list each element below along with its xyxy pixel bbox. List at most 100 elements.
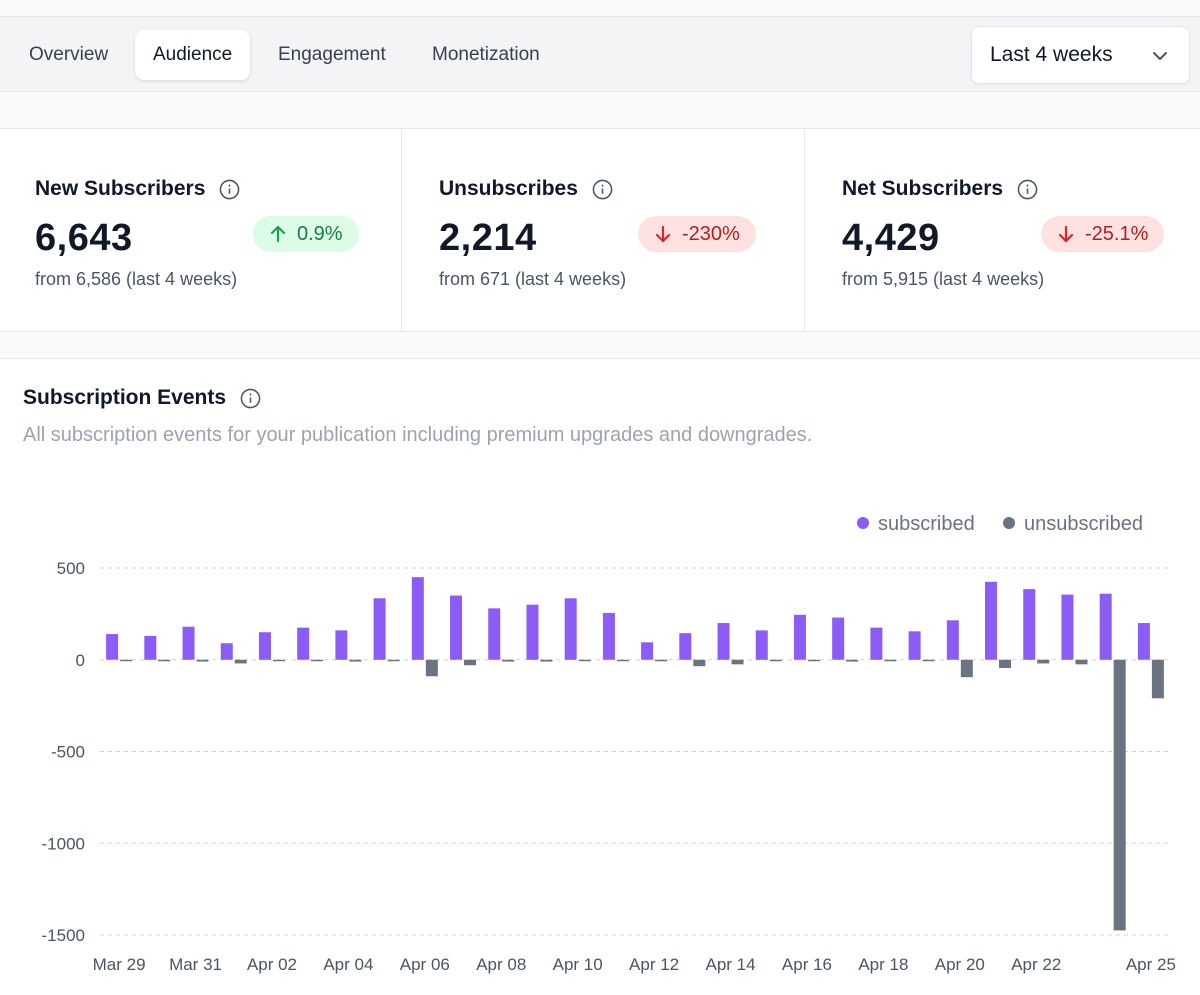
bar-unsubscribed (387, 659, 400, 662)
bar-unsubscribed (425, 659, 438, 677)
stat-title: Unsubscribes (439, 177, 578, 200)
bar-unsubscribed (502, 659, 515, 662)
tab-engagement[interactable]: Engagement (278, 44, 386, 65)
bar-unsubscribed (884, 659, 897, 662)
bar-unsubscribed (616, 659, 629, 662)
bar-subscribed (755, 630, 768, 660)
bar-subscribed (602, 612, 615, 660)
legend-label-subscribed: subscribed (878, 513, 975, 535)
tab-monetization[interactable]: Monetization (432, 44, 540, 65)
stat-title: Net Subscribers (842, 177, 1004, 200)
tab-overview[interactable]: Overview (29, 44, 109, 65)
info-icon[interactable] (1017, 179, 1038, 200)
tab-audience[interactable]: Audience (135, 30, 251, 80)
bar-subscribed (1099, 593, 1112, 660)
bar-subscribed (641, 642, 654, 660)
stat-new-subscribers: New Subscribers 6,643 0.9% from 6,586 (l… (0, 129, 402, 331)
bar-subscribed (1023, 589, 1036, 660)
bar-unsubscribed (769, 659, 782, 662)
chart-subtitle: All subscription events for your publica… (23, 424, 813, 446)
chevron-down-icon (1153, 52, 1167, 60)
arrow-up-icon (270, 225, 286, 243)
bar-subscribed (144, 635, 157, 660)
bar-subscribed (450, 595, 463, 660)
change-badge: -230% (638, 216, 756, 252)
y-tick-label: 500 (57, 559, 85, 578)
bar-unsubscribed (540, 659, 553, 662)
x-tick-label: Apr 12 (629, 955, 679, 974)
bar-unsubscribed (731, 659, 744, 665)
bar-unsubscribed (999, 659, 1012, 669)
bar-subscribed (908, 631, 921, 660)
y-tick-label: -1000 (42, 834, 85, 853)
stats-row: New Subscribers 6,643 0.9% from 6,586 (l… (0, 128, 1200, 332)
x-tick-label: Apr 08 (476, 955, 526, 974)
bar-unsubscribed (120, 659, 133, 662)
bar-subscribed (793, 614, 806, 660)
legend-swatch-unsubscribed (1003, 517, 1015, 529)
stat-unsubscribes: Unsubscribes 2,214 -230% from 671 (last … (402, 129, 805, 331)
info-icon[interactable] (219, 179, 240, 200)
bar-unsubscribed (349, 659, 362, 662)
bar-subscribed (679, 633, 692, 660)
tab-bar: Overview Audience Engagement Monetizatio… (0, 16, 1200, 92)
bar-subscribed (220, 643, 233, 660)
x-tick-label: Apr 22 (1011, 955, 1061, 974)
stat-title: New Subscribers (35, 177, 206, 200)
bar-unsubscribed (196, 659, 209, 662)
bar-subscribed (1137, 623, 1150, 660)
change-value: -25.1% (1085, 222, 1149, 245)
bar-unsubscribed (655, 659, 668, 662)
bar-unsubscribed (234, 659, 247, 664)
bar-subscribed (870, 627, 883, 660)
bar-subscribed (335, 630, 348, 660)
stat-value: 4,429 (842, 217, 940, 259)
date-range-select[interactable]: Last 4 weeks (971, 26, 1190, 84)
x-tick-label: Mar 29 (93, 955, 146, 974)
bar-subscribed (946, 620, 959, 660)
x-tick-label: Apr 16 (782, 955, 832, 974)
x-tick-label: Apr 04 (323, 955, 373, 974)
x-tick-label: Apr 25 (1126, 955, 1176, 974)
info-icon[interactable] (592, 179, 613, 200)
bar-unsubscribed (922, 659, 935, 662)
bar-subscribed (1061, 594, 1074, 660)
bar-subscribed (832, 617, 845, 660)
bar-unsubscribed (1113, 659, 1126, 931)
y-tick-label: -1500 (42, 926, 85, 945)
bar-subscribed (526, 604, 539, 660)
y-tick-label: -500 (51, 743, 85, 762)
stat-net-subscribers: Net Subscribers 4,429 -25.1% from 5,915 … (805, 129, 1200, 331)
bar-unsubscribed (1151, 659, 1164, 699)
stat-comparison: from 5,915 (last 4 weeks) (842, 269, 1045, 289)
bar-unsubscribed (158, 659, 171, 662)
bar-unsubscribed (846, 659, 859, 662)
legend-label-unsubscribed: unsubscribed (1024, 513, 1143, 535)
bar-subscribed (297, 627, 310, 660)
bar-subscribed (182, 626, 195, 660)
arrow-down-icon (655, 225, 671, 243)
stat-comparison: from 6,586 (last 4 weeks) (35, 269, 238, 289)
bar-unsubscribed (693, 659, 706, 667)
x-tick-label: Apr 18 (858, 955, 908, 974)
bar-subscribed (717, 623, 730, 660)
x-tick-label: Apr 14 (705, 955, 755, 974)
bar-subscribed (106, 634, 119, 660)
bar-subscribed (373, 598, 386, 660)
bar-subscribed (258, 632, 271, 660)
bar-subscribed (564, 598, 577, 660)
stat-value: 6,643 (35, 217, 133, 259)
bar-unsubscribed (807, 659, 820, 662)
y-tick-label: 0 (76, 651, 85, 670)
x-tick-label: Apr 06 (400, 955, 450, 974)
bar-unsubscribed (1075, 659, 1088, 665)
stat-value: 2,214 (439, 217, 537, 259)
subscription-events-card: Subscription Events All subscription eve… (0, 358, 1200, 995)
change-badge: -25.1% (1041, 216, 1165, 252)
bar-unsubscribed (1037, 659, 1050, 664)
x-tick-label: Apr 02 (247, 955, 297, 974)
bar-unsubscribed (311, 659, 324, 662)
bar-unsubscribed (464, 659, 477, 666)
bar-unsubscribed (578, 659, 591, 662)
info-icon[interactable] (240, 388, 261, 409)
